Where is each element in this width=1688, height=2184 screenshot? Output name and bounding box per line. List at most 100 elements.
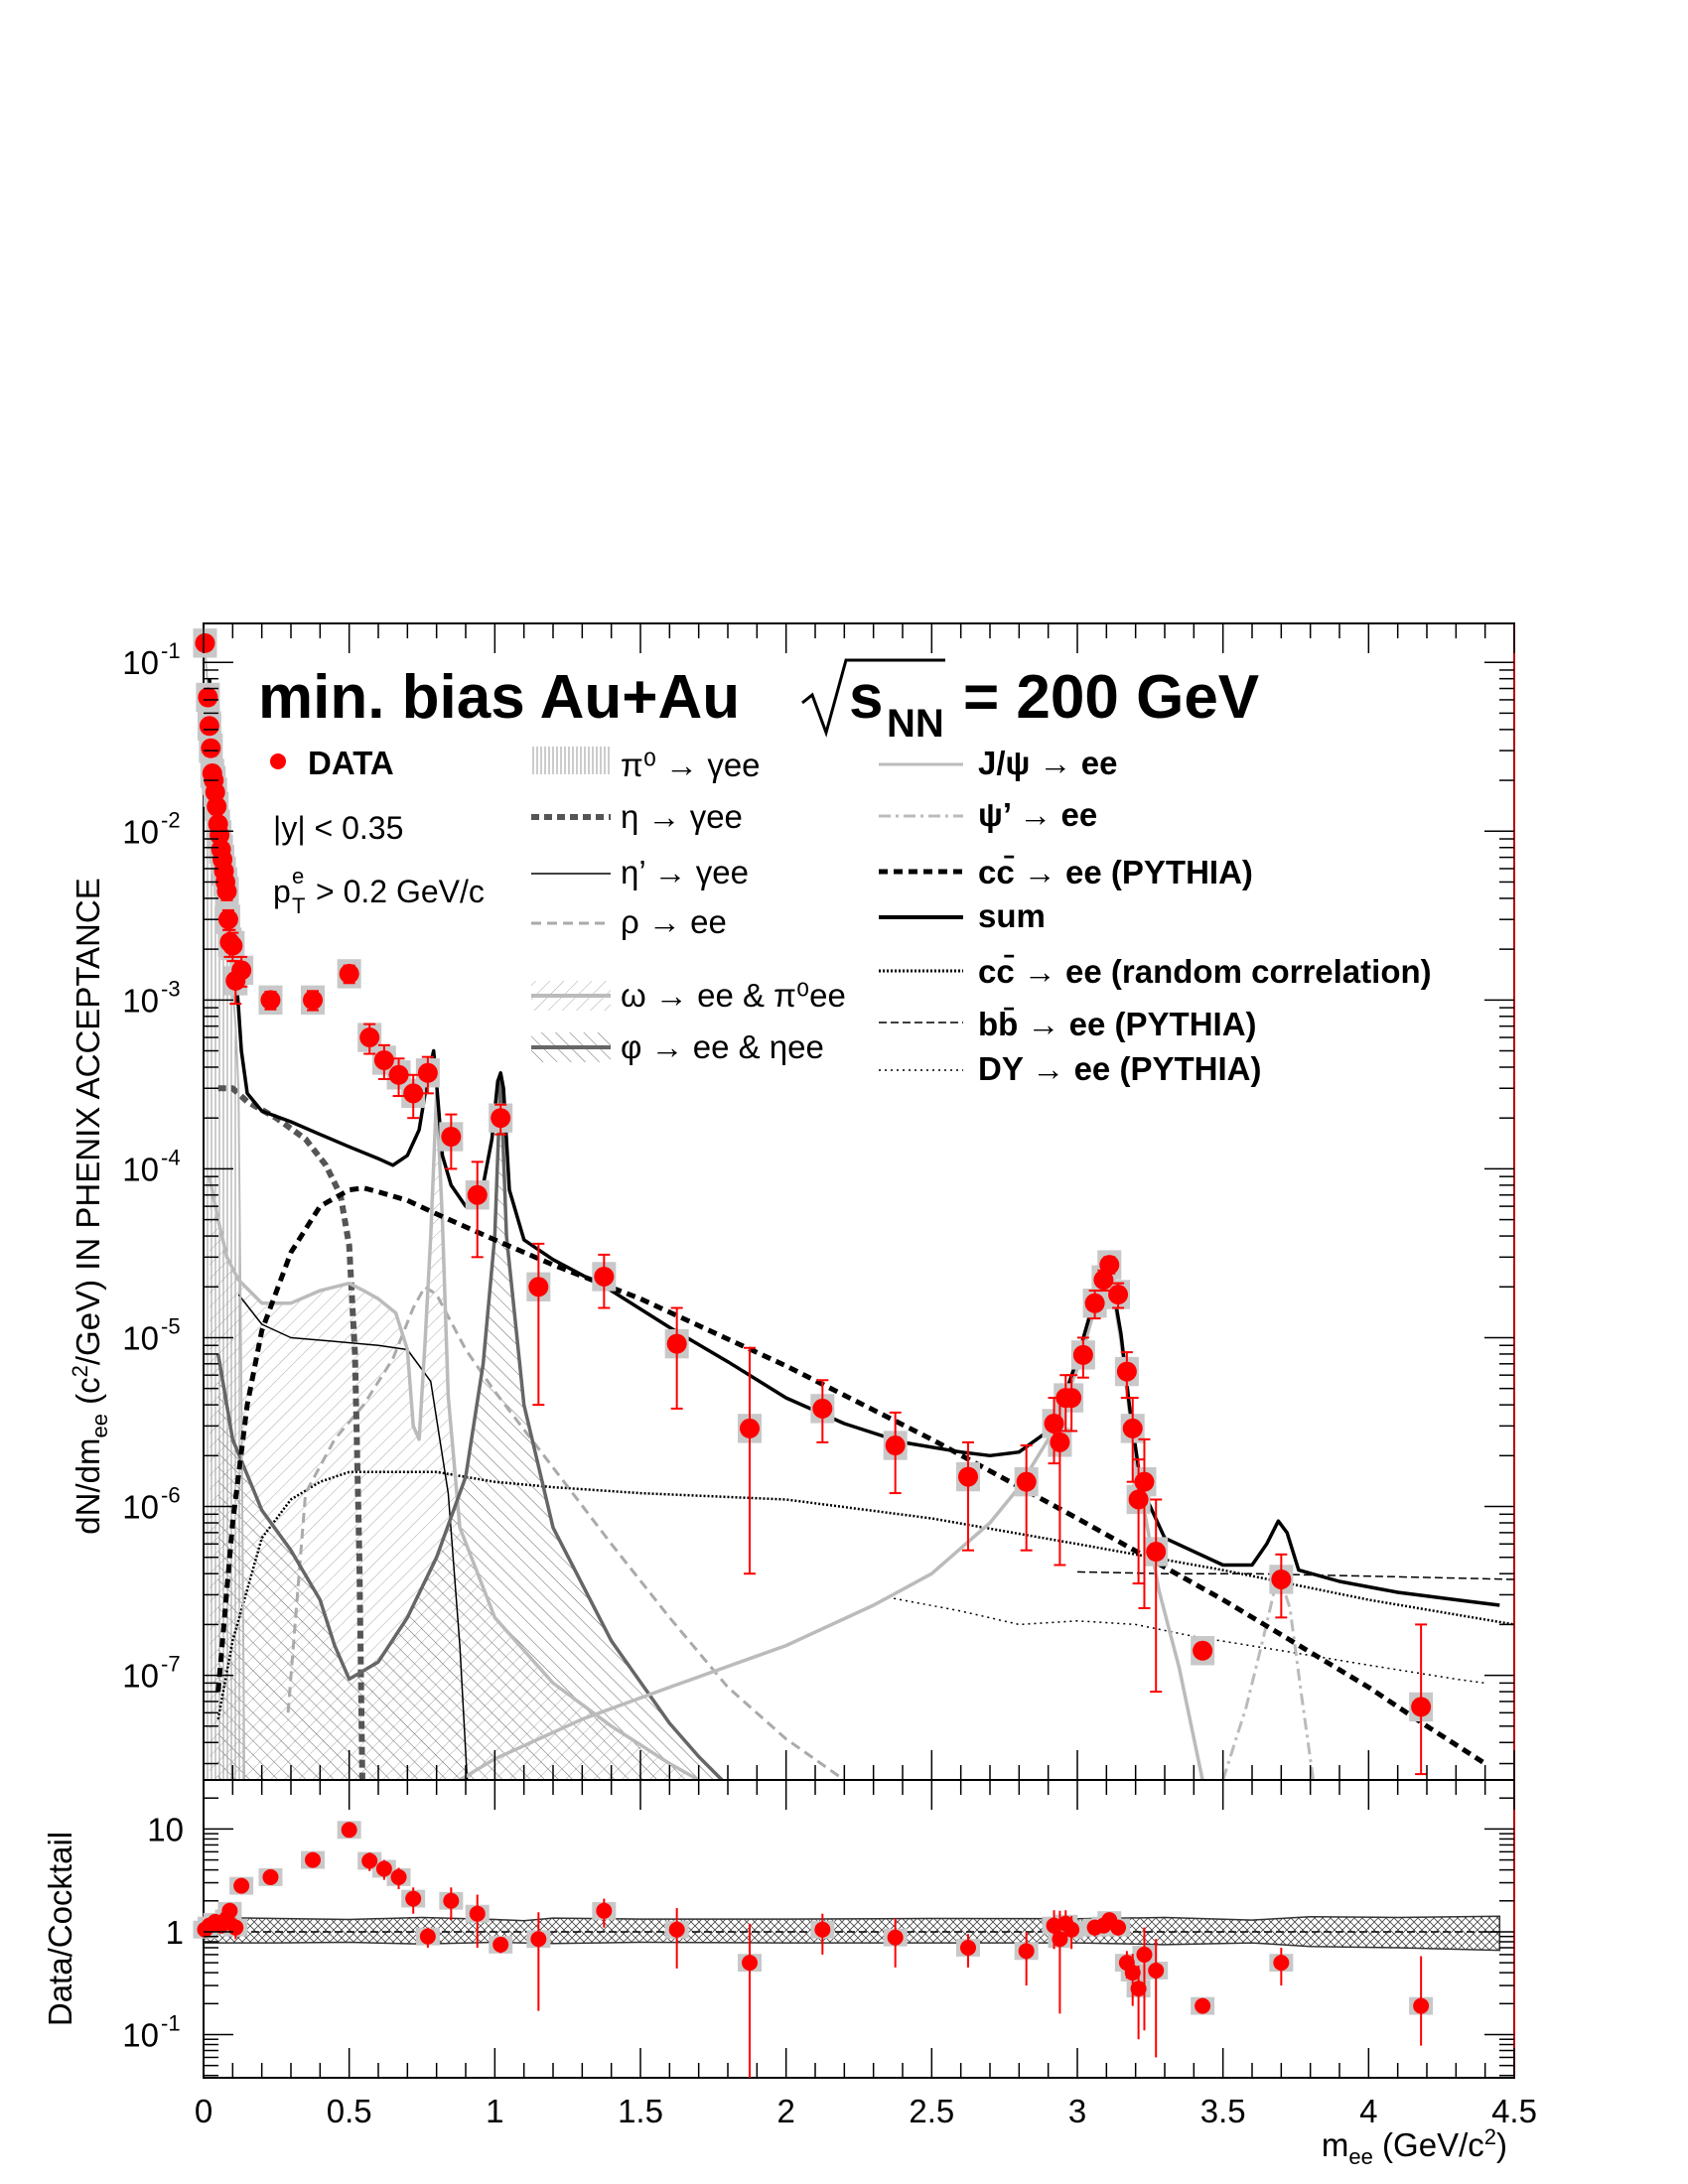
ratio-point [1110,1919,1127,1936]
ratio-point [361,1852,378,1869]
data-points [195,632,1432,1776]
x-axis-label: mee (GeV/c2) [1322,2124,1507,2169]
y-tick-label-exponent: -2 [161,807,181,832]
curve-sum [208,678,1500,1607]
ratio-point [1052,1931,1068,1948]
ratio-y-tick-label: 10 [147,1811,184,1847]
ratio-point [742,1955,758,1972]
data-point [231,960,252,981]
curve-ccbar-random [216,1470,1514,1720]
data-point [1108,1285,1129,1305]
ratio-y-tick-label: 1 [166,1914,184,1951]
data-point [1061,1388,1082,1409]
pt-cut-value: > 0.2 GeV/c [316,874,485,909]
ratio-point [1273,1955,1290,1972]
y-tick-label-exponent: -1 [161,638,181,663]
data-point [339,963,359,984]
data-point [373,1049,394,1070]
data-point [1016,1471,1037,1492]
data-point [1146,1542,1167,1563]
ratio-point [469,1905,486,1922]
curve-ccbar-pythia [215,1185,1487,1766]
data-point [388,1064,409,1085]
title-energy-symbol: s [849,663,883,732]
legend-label-ccbar-random: cc̄ → ee (random correlation) [978,953,1432,990]
y-tick-label-base: 10 [122,813,159,850]
y-tick-label-base: 10 [122,1489,159,1526]
data-point [217,909,238,930]
data-point [1128,1489,1149,1510]
curve-psiprime [1221,1579,1316,1780]
ratio-point [341,1822,357,1839]
data-point [403,1083,424,1104]
data-point [359,1027,380,1048]
data-point [1093,1270,1114,1291]
legend-label-data: DATA [308,745,394,781]
pt-cut-symbol: p [273,874,291,909]
ratio-point [390,1868,407,1885]
x-tick-label: 3 [1068,2093,1086,2129]
data-point [528,1277,549,1297]
x-tick-label: 2.5 [909,2093,954,2129]
legend-label-psiprime: ψ’ → ee [978,796,1097,833]
curve-phi [215,1075,724,1780]
ratio-point [1413,1997,1430,2014]
data-point [201,738,221,758]
data-point [1193,1640,1213,1661]
data-point [885,1435,906,1456]
data-point [199,716,219,737]
legend-label-eta: η → γee [621,798,743,835]
legend-label-etaprime: η’ → γee [621,854,749,890]
data-point [1122,1418,1143,1438]
ratio-point [1018,1943,1035,1960]
x-tick-label: 2 [776,2093,794,2129]
legend-data-marker [270,753,286,769]
legend-label-rho: ρ → ee [621,903,727,940]
ratio-point [1148,1962,1165,1979]
data-point [491,1108,511,1129]
ratio-point [668,1921,685,1938]
data-point [303,990,323,1011]
uncertainty-band-area [204,1915,1501,1952]
ratio-point [1195,1997,1211,2014]
ratio-point [960,1939,976,1956]
curve-eta [217,1085,365,1780]
y-tick-label-exponent: -3 [161,976,181,1001]
ratio-y-tick-label-exponent: -1 [161,2010,181,2035]
ratio-point [419,1928,436,1945]
data-point [198,687,218,708]
ratio-data-points [197,1822,1430,2078]
legend-label-bbbar: bb̄ → ee (PYTHIA) [978,1006,1257,1042]
title-energy-value: = 200 GeV [963,663,1259,732]
x-tick-label: 4 [1359,2093,1377,2129]
ratio-point [530,1931,547,1948]
x-tick-label: 3.5 [1200,2093,1246,2129]
ratio-point [596,1902,613,1919]
curve-omega [208,1091,700,1780]
legend-label-phi: φ → ee & ηee [621,1028,824,1065]
x-tick-label: 0.5 [327,2093,372,2129]
data-point [195,632,215,653]
data-point [467,1184,488,1205]
ratio-point [492,1936,509,1953]
main-x-ticks [203,623,1515,1780]
x-tick-label: 4.5 [1491,2093,1537,2129]
data-point [1099,1255,1120,1276]
data-point [216,881,237,901]
curve-dy [888,1596,1485,1685]
ratio-y-tick-label-base: 10 [122,2016,159,2053]
ratio-point [375,1860,392,1877]
data-point [417,1062,438,1083]
cocktail-uncertainty-band [204,1915,1501,1952]
ratio-point [1046,1917,1062,1934]
y-tick-label-base: 10 [122,1151,159,1187]
y-tick-label-base: 10 [122,1658,159,1695]
ratio-point [1136,1946,1153,1963]
data-point [812,1398,833,1419]
main-y-axis-label: dN/dmee (c2/GeV) IN PHENIX ACCEPTANCE [68,878,112,1534]
data-point [1271,1569,1292,1589]
legend-label-pi0: π⁰ → γee [621,747,761,783]
